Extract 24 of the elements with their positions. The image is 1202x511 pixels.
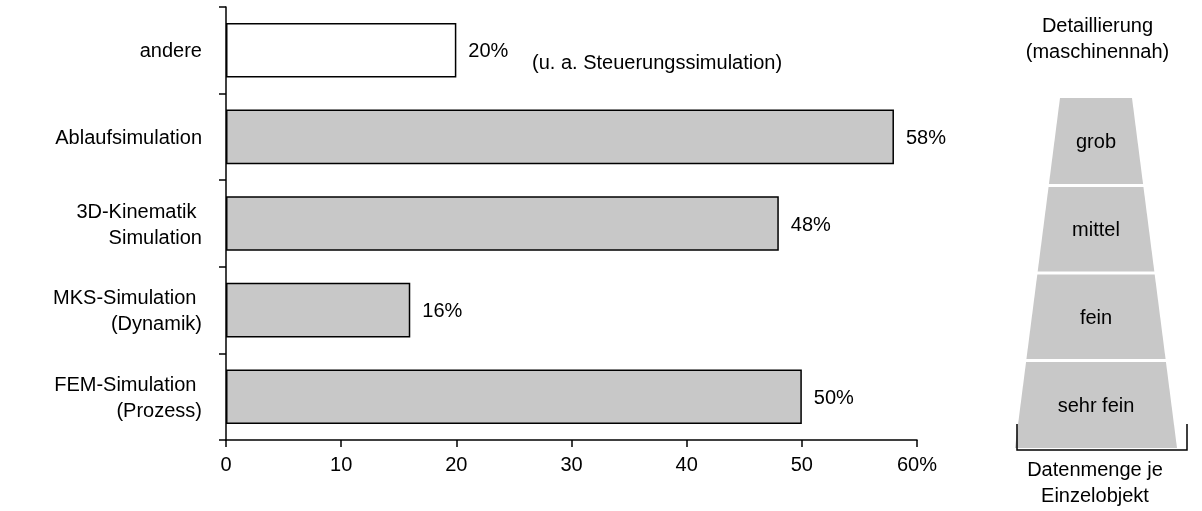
x-tick-label: 10 — [330, 453, 353, 475]
category-label: fein — [1079, 305, 1113, 328]
y-tick-label: FEM-Simulation (Prozess) — [54, 372, 202, 421]
y-tick-label: 3D-Kinematik Simulation — [76, 199, 202, 248]
x-tick-label: 50 — [790, 453, 813, 475]
x-tick-label: 0 — [220, 453, 232, 475]
annotation: (u. a. Steuerungssimulation) — [532, 51, 783, 73]
y-tick-label: Ablaufsimulation — [55, 125, 202, 148]
x-tick-label: 30 — [560, 453, 583, 475]
x-tick-label: 60% — [896, 453, 938, 475]
data-label: 16% — [422, 299, 463, 322]
text: Detaillierung (maschinennah) — [1024, 13, 1171, 64]
text: Datenmenge je Einzelobjekt — [1026, 457, 1164, 508]
data-label: 50% — [813, 385, 855, 408]
category-label: mittel — [1072, 218, 1120, 241]
data-label: 58% — [905, 125, 947, 148]
y-tick-label: andere — [139, 39, 202, 62]
category-label: grob — [1075, 130, 1117, 152]
x-tick-label: 20 — [445, 453, 468, 475]
data-label: 48% — [790, 212, 832, 235]
category-label: sehr fein — [1057, 394, 1135, 416]
y-tick-label: MKS-Simulation (Dynamik) — [53, 286, 202, 335]
data-label: 20% — [468, 39, 509, 62]
x-tick-label: 40 — [675, 453, 698, 475]
